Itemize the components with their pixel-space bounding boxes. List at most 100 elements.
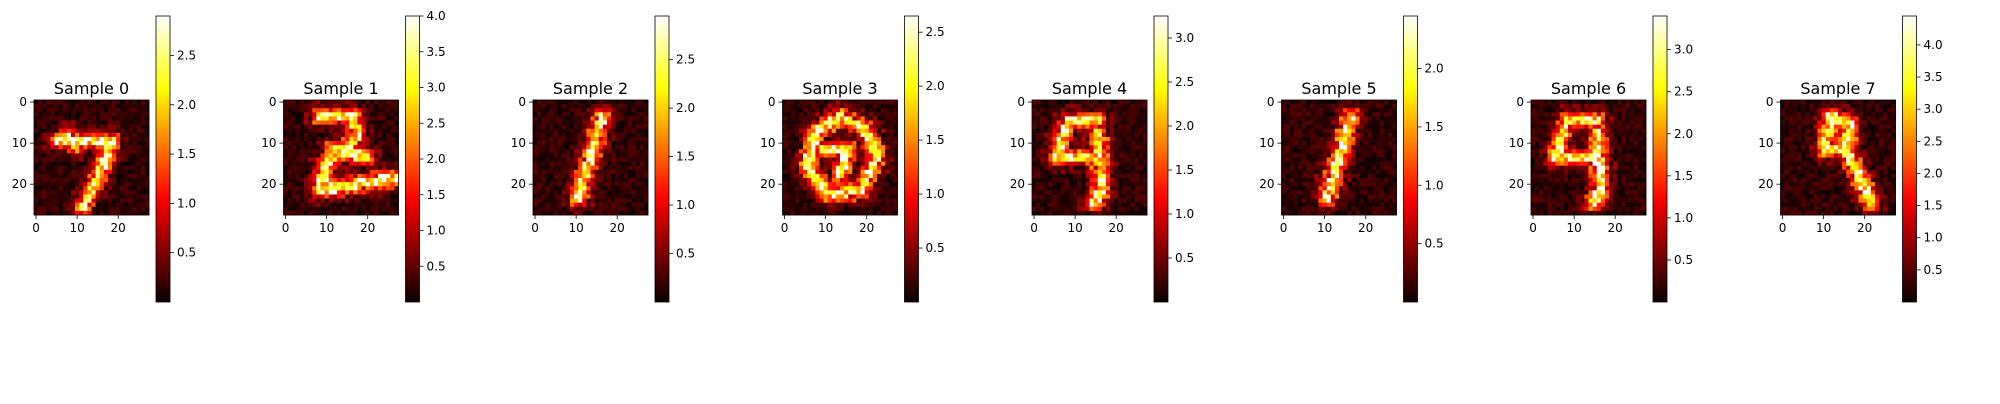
colorbar-tick-label: 0.5 [1924,263,1943,277]
colorbar-tick-label: 2.5 [676,53,695,67]
subplot-title: Sample 0 [54,79,129,98]
y-tick-label: 0 [768,95,776,109]
colorbar-tick-label: 0.5 [676,247,695,261]
colorbar [1154,16,1168,302]
colorbar-tick-label: 0.5 [177,246,196,260]
colorbar [1653,16,1667,302]
y-tick-label: 10 [1010,136,1025,150]
x-tick-label: 10 [818,221,833,235]
y-tick-label: 10 [1509,136,1524,150]
colorbar-tick-label: 1.0 [1924,231,1943,245]
heatmap-cells [1282,100,1397,215]
x-tick-label: 0 [1280,221,1288,235]
x-tick-label: 0 [781,221,789,235]
colorbar-tick-label: 2.0 [1425,62,1444,76]
colorbar-tick-label: 3.0 [427,81,446,95]
x-tick-label: 20 [1608,221,1623,235]
x-tick-label: 10 [69,221,84,235]
y-tick-label: 20 [760,177,775,191]
colorbar-tick-label: 4.0 [427,9,446,23]
colorbar-tick-label: 3.0 [1674,43,1693,57]
x-tick-label: 0 [32,221,40,235]
x-tick-label: 0 [1779,221,1787,235]
y-tick-label: 10 [1259,136,1274,150]
x-tick-label: 20 [1857,221,1872,235]
y-tick-label: 0 [269,95,277,109]
subplot-title: Sample 2 [553,79,628,98]
colorbar-tick-label: 1.0 [427,224,446,238]
colorbar-tick-label: 1.5 [1924,199,1943,213]
colorbar-tick-label: 1.5 [926,133,945,147]
colorbar-tick-label: 2.5 [427,116,446,130]
x-tick-label: 10 [568,221,583,235]
y-tick-label: 10 [760,136,775,150]
colorbar-tick-label: 1.5 [177,147,196,161]
subplot-title: Sample 7 [1800,79,1875,98]
colorbar-tick-label: 3.0 [1924,102,1943,116]
y-tick-label: 20 [1758,177,1773,191]
colorbar-tick-label: 1.0 [926,187,945,201]
x-tick-label: 10 [1816,221,1831,235]
x-tick-label: 20 [859,221,874,235]
heatmap-cells [533,100,648,215]
colorbar-tick-label: 0.5 [926,241,945,255]
colorbar-tick-label: 4.0 [1924,38,1943,52]
x-tick-label: 20 [111,221,126,235]
colorbar-tick-label: 1.5 [1674,169,1693,183]
colorbar-tick-label: 0.5 [1425,237,1444,251]
colorbar-tick-label: 2.0 [1924,166,1943,180]
y-tick-label: 20 [12,177,27,191]
colorbar-tick-label: 2.5 [1175,75,1194,89]
y-tick-label: 10 [261,136,276,150]
x-tick-label: 10 [1566,221,1581,235]
colorbar-tick-label: 3.0 [1175,31,1194,45]
colorbar-tick-label: 2.0 [676,101,695,115]
x-tick-label: 10 [1317,221,1332,235]
y-tick-label: 10 [511,136,526,150]
colorbar-tick-label: 1.5 [1425,120,1444,134]
colorbar-tick-label: 2.0 [177,98,196,112]
y-tick-label: 0 [518,95,526,109]
colorbar-tick-label: 3.5 [427,45,446,59]
subplot-title: Sample 6 [1551,79,1626,98]
subplot-title: Sample 1 [303,79,378,98]
colorbar-tick-label: 2.5 [1924,134,1943,148]
subplot-title: Sample 5 [1301,79,1376,98]
y-tick-label: 0 [1267,95,1275,109]
x-tick-label: 20 [610,221,625,235]
x-tick-label: 0 [531,221,539,235]
colorbar-tick-label: 2.0 [427,152,446,166]
x-tick-label: 0 [282,221,290,235]
heatmap-cells [783,100,898,215]
colorbar-tick-label: 1.0 [1674,211,1693,225]
x-tick-label: 10 [1067,221,1082,235]
colorbar-tick-label: 1.5 [427,188,446,202]
colorbar-tick-label: 2.5 [1674,85,1693,99]
colorbar [1903,16,1917,302]
colorbar-tick-label: 2.5 [177,48,196,62]
colorbar-tick-label: 3.5 [1924,70,1943,84]
y-tick-label: 20 [261,177,276,191]
x-tick-label: 10 [319,221,334,235]
colorbar [1404,16,1418,302]
colorbar-tick-label: 0.5 [1674,253,1693,267]
y-tick-label: 10 [12,136,27,150]
y-tick-label: 10 [1758,136,1773,150]
heatmap-cells [1781,100,1896,215]
colorbar-tick-label: 0.5 [1175,251,1194,265]
colorbar-tick-label: 1.5 [676,150,695,164]
colorbar [905,16,919,302]
heatmap-cells [34,100,149,215]
colorbar [655,16,669,302]
y-tick-label: 20 [1010,177,1025,191]
colorbar-tick-label: 1.0 [177,196,196,210]
y-tick-label: 0 [1516,95,1524,109]
colorbar-tick-label: 2.5 [926,25,945,39]
colorbar [156,16,170,302]
